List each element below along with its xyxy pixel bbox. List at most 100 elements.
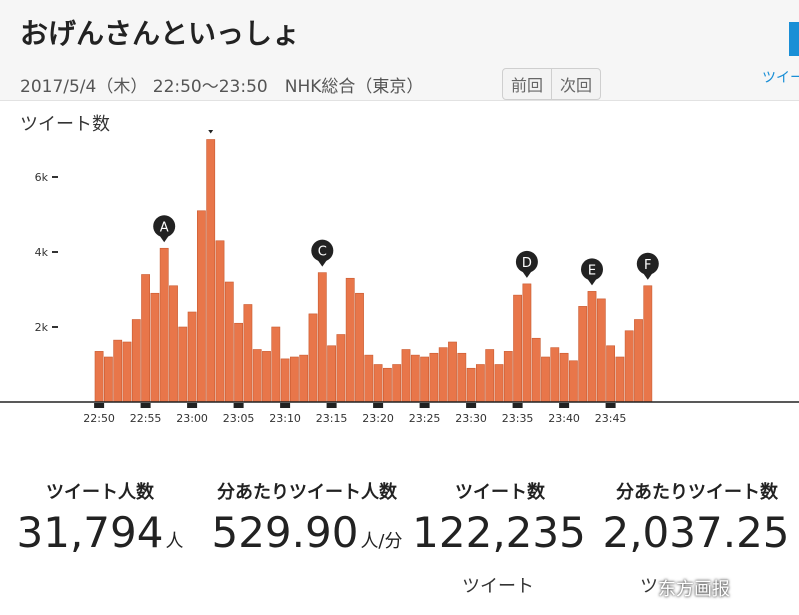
x-tick-mark <box>187 403 198 408</box>
bar <box>559 352 569 403</box>
bar <box>169 285 178 403</box>
bar <box>159 247 169 403</box>
tweet-button-edge[interactable] <box>789 22 799 56</box>
bar <box>262 351 271 403</box>
tweets-per-minute-unit-label: ツ <box>640 576 658 597</box>
broadcast-info: 2017/5/4（木） 22:50～23:50 NHK総合（東京） <box>20 77 424 97</box>
bar <box>466 367 476 403</box>
x-tick-label: 23:10 <box>269 412 301 425</box>
bar <box>522 283 532 403</box>
bar <box>485 349 495 403</box>
bar <box>513 294 522 403</box>
bar <box>420 356 429 403</box>
tweets-unit-label: ツイート <box>462 576 534 597</box>
x-tick-label: 23:25 <box>409 412 441 425</box>
bar <box>438 347 448 403</box>
bar <box>410 354 420 403</box>
bar <box>113 339 123 403</box>
marker-circle <box>581 258 603 281</box>
x-tick-mark <box>326 403 337 408</box>
marker-label: C <box>318 245 327 260</box>
x-tick-label: 23:35 <box>502 412 534 425</box>
stat-label: ツイート数 <box>455 482 545 503</box>
bar <box>336 334 346 403</box>
marker-circle <box>153 215 176 238</box>
bar <box>308 313 318 403</box>
stat-label: 分あたりツイート数 <box>616 482 778 503</box>
x-tick-mark <box>94 403 105 408</box>
bar <box>94 351 104 403</box>
x-tick-mark <box>419 403 430 408</box>
bar <box>289 356 299 403</box>
bar <box>104 356 113 403</box>
x-tick-mark <box>233 403 244 408</box>
x-tick-mark <box>373 403 384 408</box>
x-tick-label: 22:50 <box>83 412 115 425</box>
program-header: おげんさんといっしょ 2017/5/4（木） 22:50～23:50 NHK総合… <box>0 0 799 101</box>
next-episode-button[interactable]: 次回 <box>551 69 600 99</box>
bar <box>243 304 253 403</box>
stat-tweets-per-minute: 分あたりツイート数 2,037.25 <box>597 478 797 557</box>
bar <box>457 352 467 403</box>
bar <box>401 349 411 403</box>
bar <box>550 347 560 403</box>
stat-tweet-users: ツイート人数 31,794 人 <box>5 478 195 557</box>
x-tick-label: 23:05 <box>223 412 255 425</box>
marker-circle <box>515 250 538 273</box>
x-tick-label: 23:30 <box>455 412 487 425</box>
bar <box>150 292 160 403</box>
stat-unit: 人/分 <box>360 531 403 552</box>
bar <box>503 351 513 403</box>
x-tick-label: 23:20 <box>362 412 394 425</box>
x-tick-label: 23:15 <box>316 412 348 425</box>
bar <box>615 356 625 403</box>
marker-label: D <box>522 256 532 271</box>
stat-value: 31,794 <box>16 508 164 557</box>
y-tick-label: 2k <box>35 321 49 334</box>
marker-label: A <box>160 220 169 235</box>
bar <box>578 306 588 403</box>
y-tick-label: 6k <box>35 171 49 184</box>
bar <box>206 139 216 403</box>
bar <box>224 281 234 403</box>
x-tick-label: 23:40 <box>548 412 580 425</box>
stat-value: 122,235 <box>412 508 586 557</box>
bar <box>327 345 336 403</box>
bar <box>587 291 597 403</box>
x-tick-mark <box>605 403 616 408</box>
x-tick-mark <box>512 403 523 408</box>
marker-pin <box>208 130 214 134</box>
x-tick-mark <box>559 403 570 408</box>
bar <box>141 274 150 403</box>
bar <box>429 352 439 403</box>
stat-value: 2,037.25 <box>602 508 790 557</box>
stat-tweets: ツイート数 122,235 <box>405 478 595 557</box>
stat-label: ツイート人数 <box>46 482 154 503</box>
x-tick-mark <box>280 403 291 408</box>
bar <box>494 364 504 403</box>
tweet-link-text[interactable]: ツイー <box>762 70 799 86</box>
bar <box>568 360 578 403</box>
bar <box>197 210 206 403</box>
x-tick-label: 22:55 <box>130 412 162 425</box>
x-tick-mark <box>140 403 151 408</box>
bar <box>475 364 485 403</box>
bar <box>606 345 615 403</box>
bar <box>392 364 402 403</box>
marker-circle <box>636 252 659 275</box>
prev-episode-button[interactable]: 前回 <box>511 76 544 95</box>
bar <box>345 277 355 403</box>
bar <box>215 240 225 403</box>
stat-unit: 人 <box>165 531 184 552</box>
stat-value: 529.90 <box>211 508 359 557</box>
bar <box>280 358 290 403</box>
episode-nav: 前回 次回 <box>502 68 602 100</box>
bar <box>643 285 653 403</box>
bar <box>271 326 281 403</box>
bar <box>317 272 327 403</box>
bar <box>596 298 606 403</box>
chart-title: ツイート数 <box>20 114 110 135</box>
bar <box>373 364 383 403</box>
y-tick-label: 4k <box>35 246 49 259</box>
bar <box>355 292 364 403</box>
